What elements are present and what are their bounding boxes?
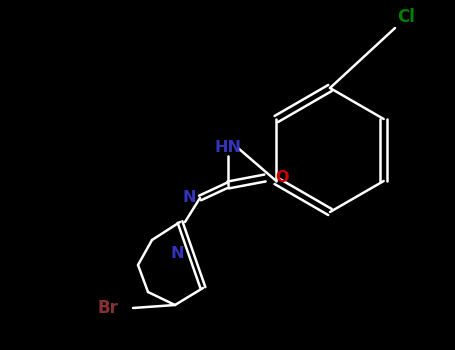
Text: N: N (170, 246, 184, 261)
Text: Br: Br (97, 299, 118, 317)
Text: N: N (182, 190, 196, 205)
Text: HN: HN (214, 140, 242, 155)
Text: O: O (275, 170, 288, 186)
Text: Cl: Cl (397, 8, 415, 26)
